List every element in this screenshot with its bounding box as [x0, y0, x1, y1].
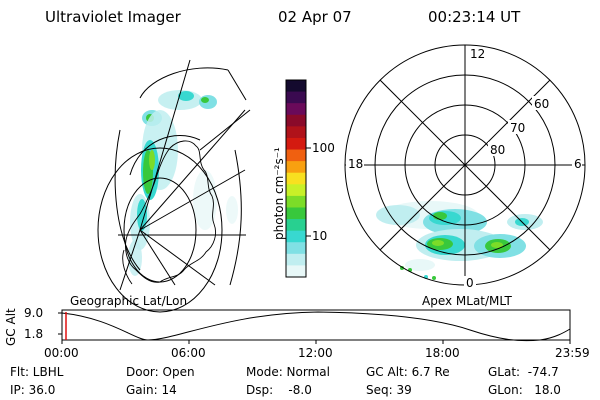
colorbar-stripe: [286, 114, 306, 127]
mlt-label-left: 18: [348, 157, 364, 171]
date-label: 02 Apr 07: [278, 8, 352, 26]
colorbar-stripe: [286, 219, 306, 232]
mlat-label-70: 70: [510, 121, 526, 135]
colorbar: [285, 79, 311, 278]
altitude-plot: [58, 309, 571, 344]
colorbar-stripe: [286, 195, 306, 209]
instrument-title: Ultraviolet Imager: [45, 8, 181, 26]
altitude-ytick-9: 9.0: [24, 306, 44, 320]
altitude-curve: [61, 311, 571, 342]
left-aurora: [128, 90, 238, 276]
time-label: 00:23:14 UT: [428, 8, 521, 26]
mode-info: Mode: Normal: [246, 365, 330, 379]
mlt-label-top: 12: [470, 47, 486, 61]
colorbar-stripe: [286, 172, 306, 185]
glat-info: GLat: -74.7: [488, 365, 559, 379]
polar-panel: [344, 44, 586, 288]
colorbar-stripe: [286, 80, 306, 93]
dsp-info: Dsp: -8.0: [246, 383, 312, 397]
geographic-panel: [97, 59, 251, 313]
colorbar-stripe: [286, 91, 306, 104]
colorbar-stripe: [286, 207, 306, 220]
xtick-0600: 06:00: [171, 346, 206, 360]
filter-info: Flt: LBHL: [10, 365, 64, 379]
seq-info: Seq: 39: [366, 383, 412, 397]
glon-info: GLon: 18.0: [488, 383, 561, 397]
right-aurora: [376, 201, 543, 280]
mlat-label-60: 60: [534, 97, 550, 111]
coastline: [125, 140, 217, 283]
xtick-1800: 18:00: [425, 346, 460, 360]
colorbar-stripe: [286, 103, 306, 116]
colorbar-stripe: [286, 242, 306, 255]
xtick-0000: 00:00: [44, 346, 79, 360]
gc-alt-info: GC Alt: 6.7 Re: [366, 365, 450, 379]
colorbar-stripe: [286, 137, 306, 151]
colorbar-unit-label: photon cm⁻²s⁻¹: [272, 147, 286, 240]
ip-info: IP: 36.0: [10, 383, 56, 397]
colorbar-stripe: [286, 265, 306, 278]
mlt-label-bottom: 0: [466, 276, 474, 290]
colorbar-stripe: [286, 184, 306, 197]
xtick-1200: 12:00: [298, 346, 333, 360]
door-info: Door: Open: [126, 365, 195, 379]
colorbar-stripe: [286, 253, 306, 267]
colorbar-tick-100: 100: [312, 141, 335, 155]
altitude-ytick-1-8: 1.8: [24, 327, 44, 341]
mlat-label-80: 80: [490, 143, 506, 157]
gain-info: Gain: 14: [126, 383, 177, 397]
colorbar-stripe: [286, 126, 306, 139]
colorbar-tick-10: 10: [312, 229, 328, 243]
geographic-panel-label: Geographic Lat/Lon: [70, 294, 188, 308]
xtick-2359: 23:59: [555, 346, 590, 360]
colorbar-stripe: [286, 161, 306, 174]
colorbar-stripe: [286, 149, 306, 162]
colorbar-stripe: [286, 230, 306, 243]
altitude-ylabel: GC Alt: [4, 308, 18, 346]
mlt-label-right: 6: [574, 157, 582, 171]
polar-panel-label: Apex MLat/MLT: [422, 294, 512, 308]
